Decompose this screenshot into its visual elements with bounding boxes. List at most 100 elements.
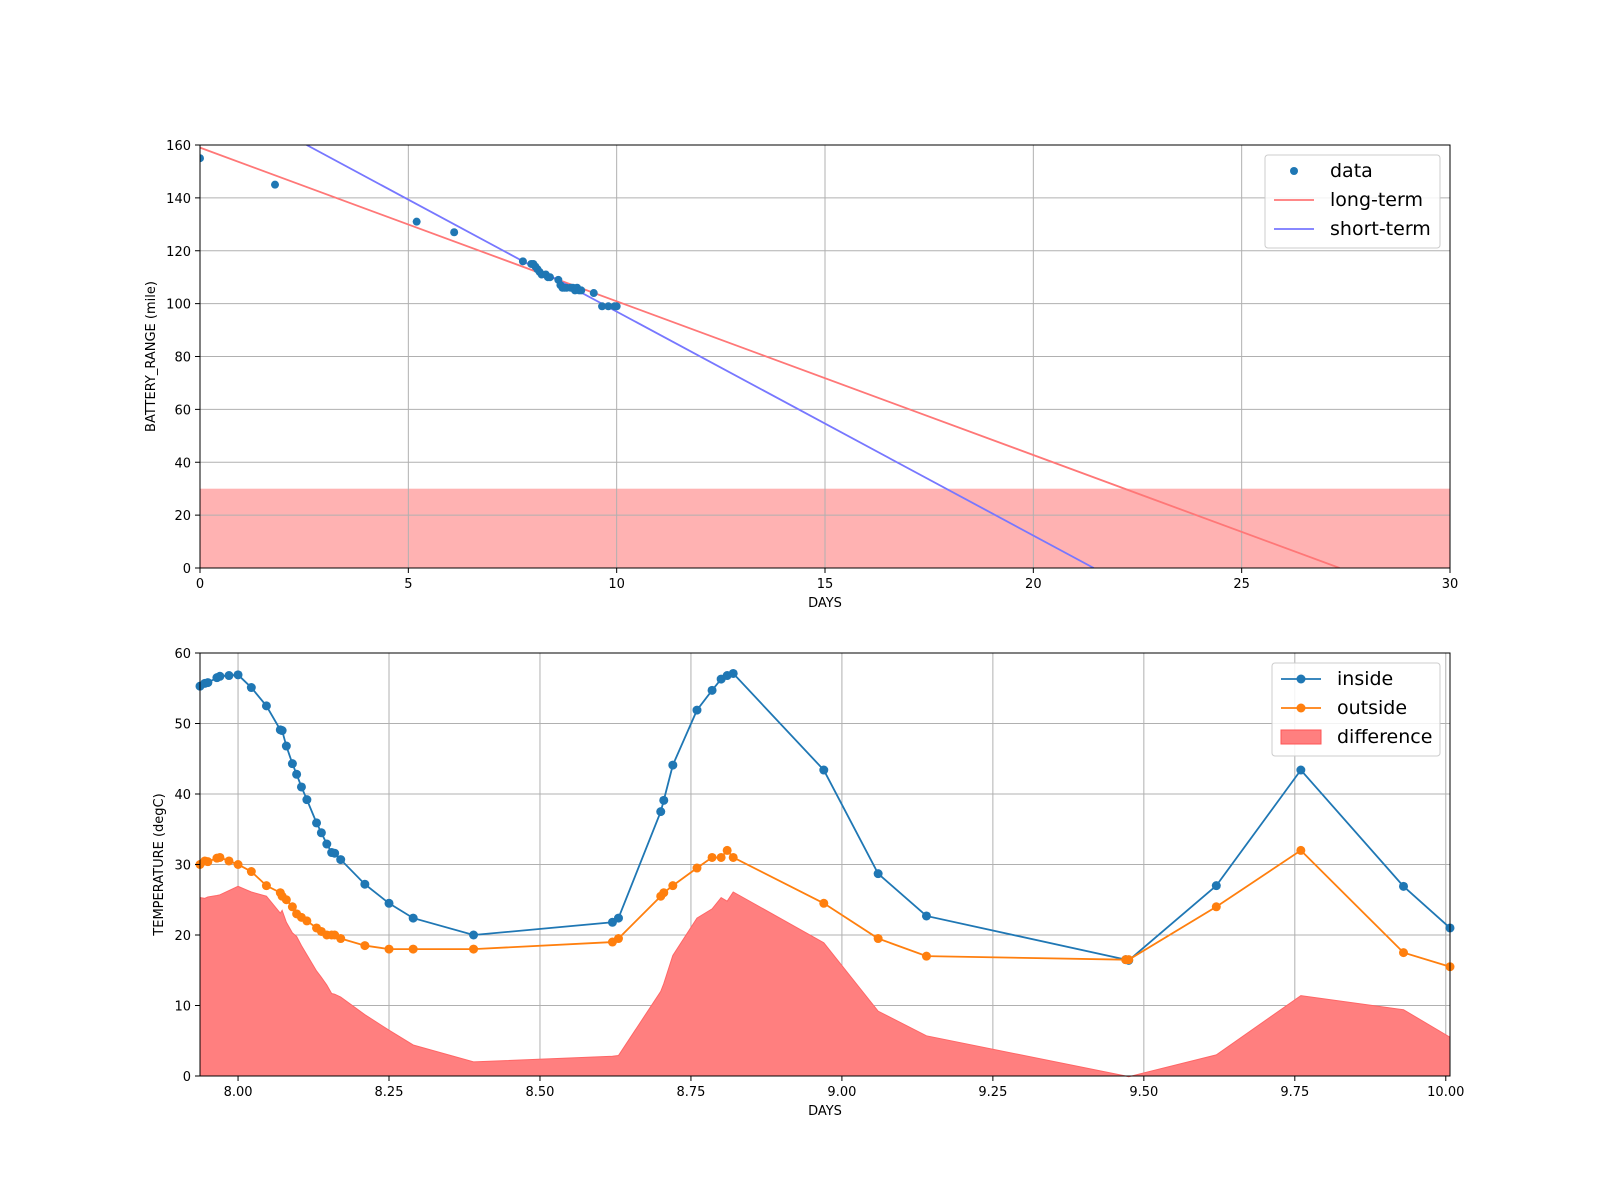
- inside-temperature-point: [215, 671, 225, 681]
- battery-legend: data long-term short-term: [1264, 154, 1441, 249]
- temperature-x-tick-label: 9.75: [1280, 1085, 1309, 1100]
- legend-difference-label: difference: [1337, 726, 1432, 748]
- battery-y-tick-label: 20: [174, 509, 191, 524]
- temperature-x-tick-label: 8.00: [224, 1085, 253, 1100]
- inside-temperature-point: [246, 683, 256, 693]
- temperature-plot-marks: [195, 668, 1455, 1078]
- temperature-ticks: 8.00 8.25 8.50 8.75 9.00 9.25 9.50 9.75 10.00 0 10…: [174, 647, 1464, 1100]
- outside-temperature-point: [384, 944, 394, 954]
- inside-temperature-point: [277, 726, 287, 736]
- data-point: [412, 217, 421, 226]
- temperature-x-tick-label: 8.50: [525, 1085, 554, 1100]
- battery-y-tick-label: 80: [174, 351, 191, 366]
- temperature-y-tick-label: 60: [174, 647, 191, 662]
- inside-temperature-point: [668, 760, 678, 770]
- data-point: [577, 286, 586, 295]
- battery-y-axis-label: BATTERY_RANGE (mile): [144, 281, 159, 432]
- data-point: [271, 180, 279, 189]
- inside-temperature-point: [656, 807, 666, 817]
- temperature-y-tick-label: 10: [174, 1000, 191, 1015]
- outside-temperature-point: [1124, 955, 1134, 965]
- legend-outside-marker: [1296, 703, 1306, 713]
- battery-x-tick-label: 15: [817, 577, 834, 592]
- legend-outside-label: outside: [1337, 697, 1407, 719]
- outside-temperature-point: [873, 934, 883, 944]
- outside-temperature-point: [287, 902, 297, 912]
- short-term-trend-line: [306, 145, 1095, 568]
- inside-temperature-point: [1296, 765, 1306, 775]
- inside-temperature-point: [233, 670, 243, 680]
- battery-range-chart: 0 5 10 15 20 25 30 0 20 40 60 80 100 120 140 160 DAYS B…: [144, 139, 1458, 611]
- inside-temperature-point: [296, 782, 306, 792]
- battery-y-tick-label: 120: [166, 245, 191, 260]
- data-point: [518, 257, 527, 266]
- temperature-x-axis-label: DAYS: [808, 1104, 842, 1119]
- battery-y-tick-label: 40: [174, 456, 191, 471]
- inside-temperature-point: [659, 795, 669, 805]
- inside-temperature-point: [316, 828, 326, 838]
- battery-x-tick-label: 5: [404, 577, 412, 592]
- outside-temperature-point: [360, 941, 370, 951]
- inside-temperature-point: [336, 855, 346, 865]
- battery-y-tick-label: 140: [166, 192, 191, 207]
- battery-x-axis-label: DAYS: [808, 596, 842, 611]
- temperature-x-tick-label: 10.00: [1427, 1085, 1464, 1100]
- legend-difference-swatch: [1280, 729, 1322, 745]
- outside-temperature-point: [1211, 902, 1221, 912]
- data-point: [546, 273, 554, 282]
- outside-temperature-point: [224, 856, 234, 866]
- outside-temperature-point: [246, 867, 256, 877]
- inside-temperature-point: [613, 913, 623, 923]
- temperature-y-tick-label: 50: [174, 718, 191, 733]
- battery-x-tick-label: 25: [1233, 577, 1250, 592]
- outside-temperature-point: [215, 852, 225, 862]
- inside-temperature-point: [203, 678, 213, 688]
- inside-temperature-point: [287, 759, 297, 769]
- temperature-x-tick-label: 9.25: [978, 1085, 1007, 1100]
- legend-data-label: data: [1330, 160, 1373, 182]
- outside-temperature-point: [1399, 948, 1409, 958]
- temperature-x-tick-label: 9.00: [827, 1085, 856, 1100]
- outside-temperature-point: [336, 934, 346, 944]
- data-point: [589, 289, 598, 298]
- battery-x-tick-label: 30: [1442, 577, 1459, 592]
- outside-temperature-point: [1296, 845, 1306, 855]
- battery-y-tick-label: 160: [166, 139, 191, 154]
- outside-temperature-point: [659, 888, 669, 898]
- temperature-y-tick-label: 0: [183, 1070, 191, 1085]
- outside-temperature-point: [707, 852, 717, 862]
- inside-temperature-point: [873, 869, 883, 879]
- outside-temperature-point: [233, 860, 243, 869]
- temperature-x-tick-label: 8.75: [676, 1085, 705, 1100]
- inside-temperature-point: [261, 701, 271, 711]
- temperature-legend: inside outside difference: [1271, 662, 1441, 757]
- battery-ticks: 0 5 10 15 20 25 30 0 20 40 60 80 100 120 140 160: [166, 139, 1458, 592]
- legend-short-term-label: short-term: [1330, 218, 1431, 240]
- inside-temperature-point: [707, 685, 717, 695]
- inside-temperature-point: [302, 795, 312, 805]
- battery-legend-box: [1264, 154, 1441, 249]
- outside-temperature-point: [302, 916, 312, 926]
- inside-temperature-point: [921, 911, 931, 921]
- inside-temperature-point: [224, 671, 234, 681]
- temperature-x-tick-label: 8.25: [375, 1085, 404, 1100]
- inside-temperature-point: [1211, 881, 1221, 891]
- outside-temperature-point: [722, 845, 732, 855]
- outside-temperature-point: [261, 881, 271, 891]
- data-point: [200, 154, 204, 163]
- inside-temperature-point: [281, 741, 291, 751]
- inside-temperature-point: [728, 668, 738, 678]
- legend-inside-marker: [1296, 674, 1306, 684]
- outside-temperature-point: [668, 881, 678, 891]
- outside-temperature-point: [692, 863, 702, 873]
- battery-x-tick-label: 0: [196, 577, 204, 592]
- legend-long-term-label: long-term: [1330, 189, 1423, 211]
- outside-temperature-point: [613, 934, 623, 944]
- outside-temperature-point: [203, 857, 213, 867]
- long-term-trend-line: [200, 146, 1340, 568]
- data-point: [450, 228, 459, 237]
- battery-plot-marks: [200, 145, 1340, 568]
- inside-temperature-point: [469, 930, 479, 940]
- outside-temperature-point: [921, 951, 931, 961]
